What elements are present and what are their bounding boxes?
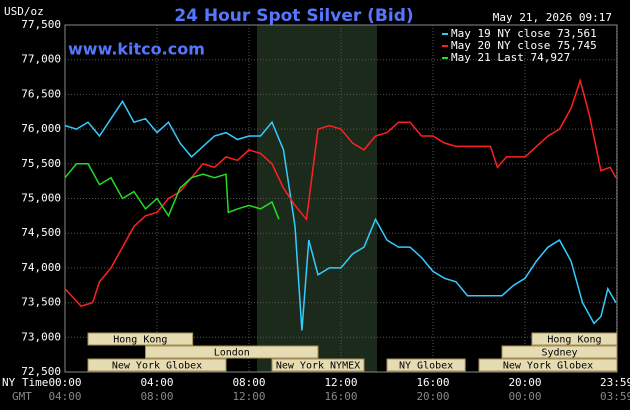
legend-entry: May 21 Last 74,927	[451, 51, 570, 64]
y-tick-label: 74,000	[21, 261, 61, 274]
session-label: New York Globex	[112, 361, 202, 372]
session-label: Hong Kong	[547, 335, 601, 346]
y-tick-label: 76,000	[21, 122, 61, 135]
session-label: New York Globex	[503, 361, 593, 372]
x-tick-label: 00:00	[48, 376, 81, 389]
y-unit: USD/oz	[4, 5, 44, 18]
session-box	[87, 358, 227, 372]
session-box	[87, 332, 194, 346]
gmt-tick-label: 03:59	[600, 390, 630, 403]
x-tick-label: 16:00	[416, 376, 449, 389]
legend-entry: May 20 NY close 75,745	[451, 39, 597, 52]
y-tick-label: 77,500	[21, 18, 61, 31]
x-tick-label: 08:00	[232, 376, 265, 389]
plot-frame	[64, 24, 618, 373]
session-box	[271, 358, 365, 372]
series-line	[64, 77, 617, 307]
gmt-tick-label: 00:00	[508, 390, 541, 403]
y-tick-label: 73,500	[21, 296, 61, 309]
gmt-tick-label: 20:00	[416, 390, 449, 403]
session-label: London	[214, 348, 250, 359]
site: www.kitco.com	[68, 40, 205, 59]
x-axis-label: GMT	[12, 390, 32, 403]
x-axis-label: NY Time	[2, 376, 48, 389]
session-box	[478, 358, 618, 372]
session-label: New York NYMEX	[276, 361, 360, 372]
gmt-tick-label: 08:00	[140, 390, 173, 403]
y-tick-label: 77,000	[21, 53, 61, 66]
gmt-tick-label: 04:00	[48, 390, 81, 403]
y-tick-label: 72,500	[21, 365, 61, 378]
session-box	[531, 332, 618, 346]
x-tick-label: 12:00	[324, 376, 357, 389]
series-line	[64, 99, 617, 331]
gmt-tick-label: 12:00	[232, 390, 265, 403]
session-box	[386, 358, 466, 372]
session-box	[501, 345, 618, 359]
x-tick-label: 04:00	[140, 376, 173, 389]
session-label: Hong Kong	[113, 335, 167, 346]
x-tick-label: 23:59	[600, 376, 630, 389]
series-line	[64, 163, 280, 220]
y-tick-label: 73,000	[21, 330, 61, 343]
y-tick-label: 75,000	[21, 192, 61, 205]
y-tick-label: 74,500	[21, 226, 61, 239]
timestamp: May 21, 2026 09:17	[493, 11, 612, 24]
gmt-tick-label: 16:00	[324, 390, 357, 403]
y-tick-label: 75,500	[21, 157, 61, 170]
session-box	[145, 345, 319, 359]
y-tick-label: 76,500	[21, 87, 61, 100]
session-label: Sydney	[541, 348, 577, 359]
session-label: NY Globex	[399, 361, 453, 372]
legend-entry: May 19 NY close 73,561	[451, 27, 597, 40]
chart-title: 24 Hour Spot Silver (Bid)	[174, 6, 413, 26]
x-tick-label: 20:00	[508, 376, 541, 389]
